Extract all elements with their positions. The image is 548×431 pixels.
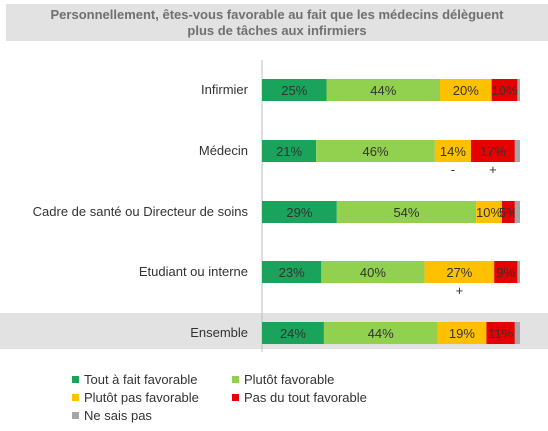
bar-segment (491, 79, 518, 101)
bar-segment (476, 201, 502, 223)
legend-label: Pas du tout favorable (244, 390, 367, 405)
bar-segment (316, 140, 435, 162)
data-label: 11% (488, 326, 513, 341)
data-label: 10% (492, 83, 518, 98)
data-label: 14% (440, 144, 466, 159)
chart-title-line-2: plus de tâches aux infirmiers (187, 23, 367, 38)
data-label: 9% (496, 265, 515, 280)
data-label: 25% (281, 83, 307, 98)
bar-segment (262, 261, 322, 283)
bar-segment (437, 322, 487, 344)
legend-label: Ne sais pas (84, 408, 152, 423)
legend-item: Ne sais pas (72, 408, 152, 424)
significance-mark: + (489, 162, 497, 177)
data-label: 24% (280, 326, 306, 341)
data-label: 44% (370, 83, 396, 98)
legend-item: Plutôt favorable (232, 372, 334, 388)
bar-segment (262, 79, 327, 101)
bar-segment (262, 322, 324, 344)
legend-swatch (232, 394, 239, 401)
bar-segment (470, 140, 515, 162)
data-label: 19% (449, 326, 475, 341)
significance-mark: - (451, 162, 455, 177)
bar-segment (262, 140, 317, 162)
data-label: 40% (360, 265, 386, 280)
bar-segment (517, 79, 520, 101)
legend-label: Plutôt favorable (244, 372, 335, 387)
legend-item: Pas du tout favorable (232, 390, 367, 406)
legend-item: Plutôt pas favorable (72, 390, 199, 406)
legend-label: Tout à fait favorable (84, 372, 198, 387)
legend-swatch (232, 376, 239, 383)
bar-segment (323, 322, 438, 344)
significance-mark: + (456, 283, 464, 298)
legend-swatch (72, 376, 79, 383)
bar-segment (336, 201, 477, 223)
bar-segment (262, 201, 337, 223)
bar-segment (514, 322, 520, 344)
category-label: Cadre de santé ou Directeur de soins (33, 204, 249, 219)
data-label: 10% (476, 205, 502, 220)
bar-segment (326, 79, 441, 101)
data-label: 17% (480, 144, 506, 159)
bar-segment (486, 322, 515, 344)
chart-title-box: Personnellement, êtes-vous favorable au … (6, 4, 548, 41)
bar-segment (501, 201, 515, 223)
legend-label: Plutôt pas favorable (84, 390, 199, 405)
data-label: 21% (276, 144, 302, 159)
data-label: 44% (368, 326, 394, 341)
data-label: 54% (393, 205, 419, 220)
category-label: Ensemble (190, 325, 248, 340)
bar-segment (424, 261, 495, 283)
bar-segment (494, 261, 518, 283)
data-label: 46% (363, 144, 389, 159)
bar-segment (514, 140, 520, 162)
legend-item: Tout à fait favorable (72, 372, 197, 388)
category-label: Etudiant ou interne (139, 264, 248, 279)
bar-segment (321, 261, 425, 283)
data-label: 23% (279, 265, 305, 280)
data-label: 5% (499, 205, 518, 220)
data-label: 27% (446, 265, 472, 280)
data-label: 20% (453, 83, 479, 98)
category-label: Médecin (199, 143, 248, 158)
bar-segment (517, 261, 520, 283)
data-label: 29% (286, 205, 312, 220)
chart-title-line-1: Personnellement, êtes-vous favorable au … (50, 7, 504, 22)
bar-segment (440, 79, 492, 101)
category-label: Infirmier (201, 82, 249, 97)
legend-swatch (72, 412, 79, 419)
bar-segment (434, 140, 471, 162)
chart-legend: Tout à fait favorable Plutôt favorable Plu… (72, 372, 472, 428)
legend-swatch (72, 394, 79, 401)
bar-segment (514, 201, 520, 223)
